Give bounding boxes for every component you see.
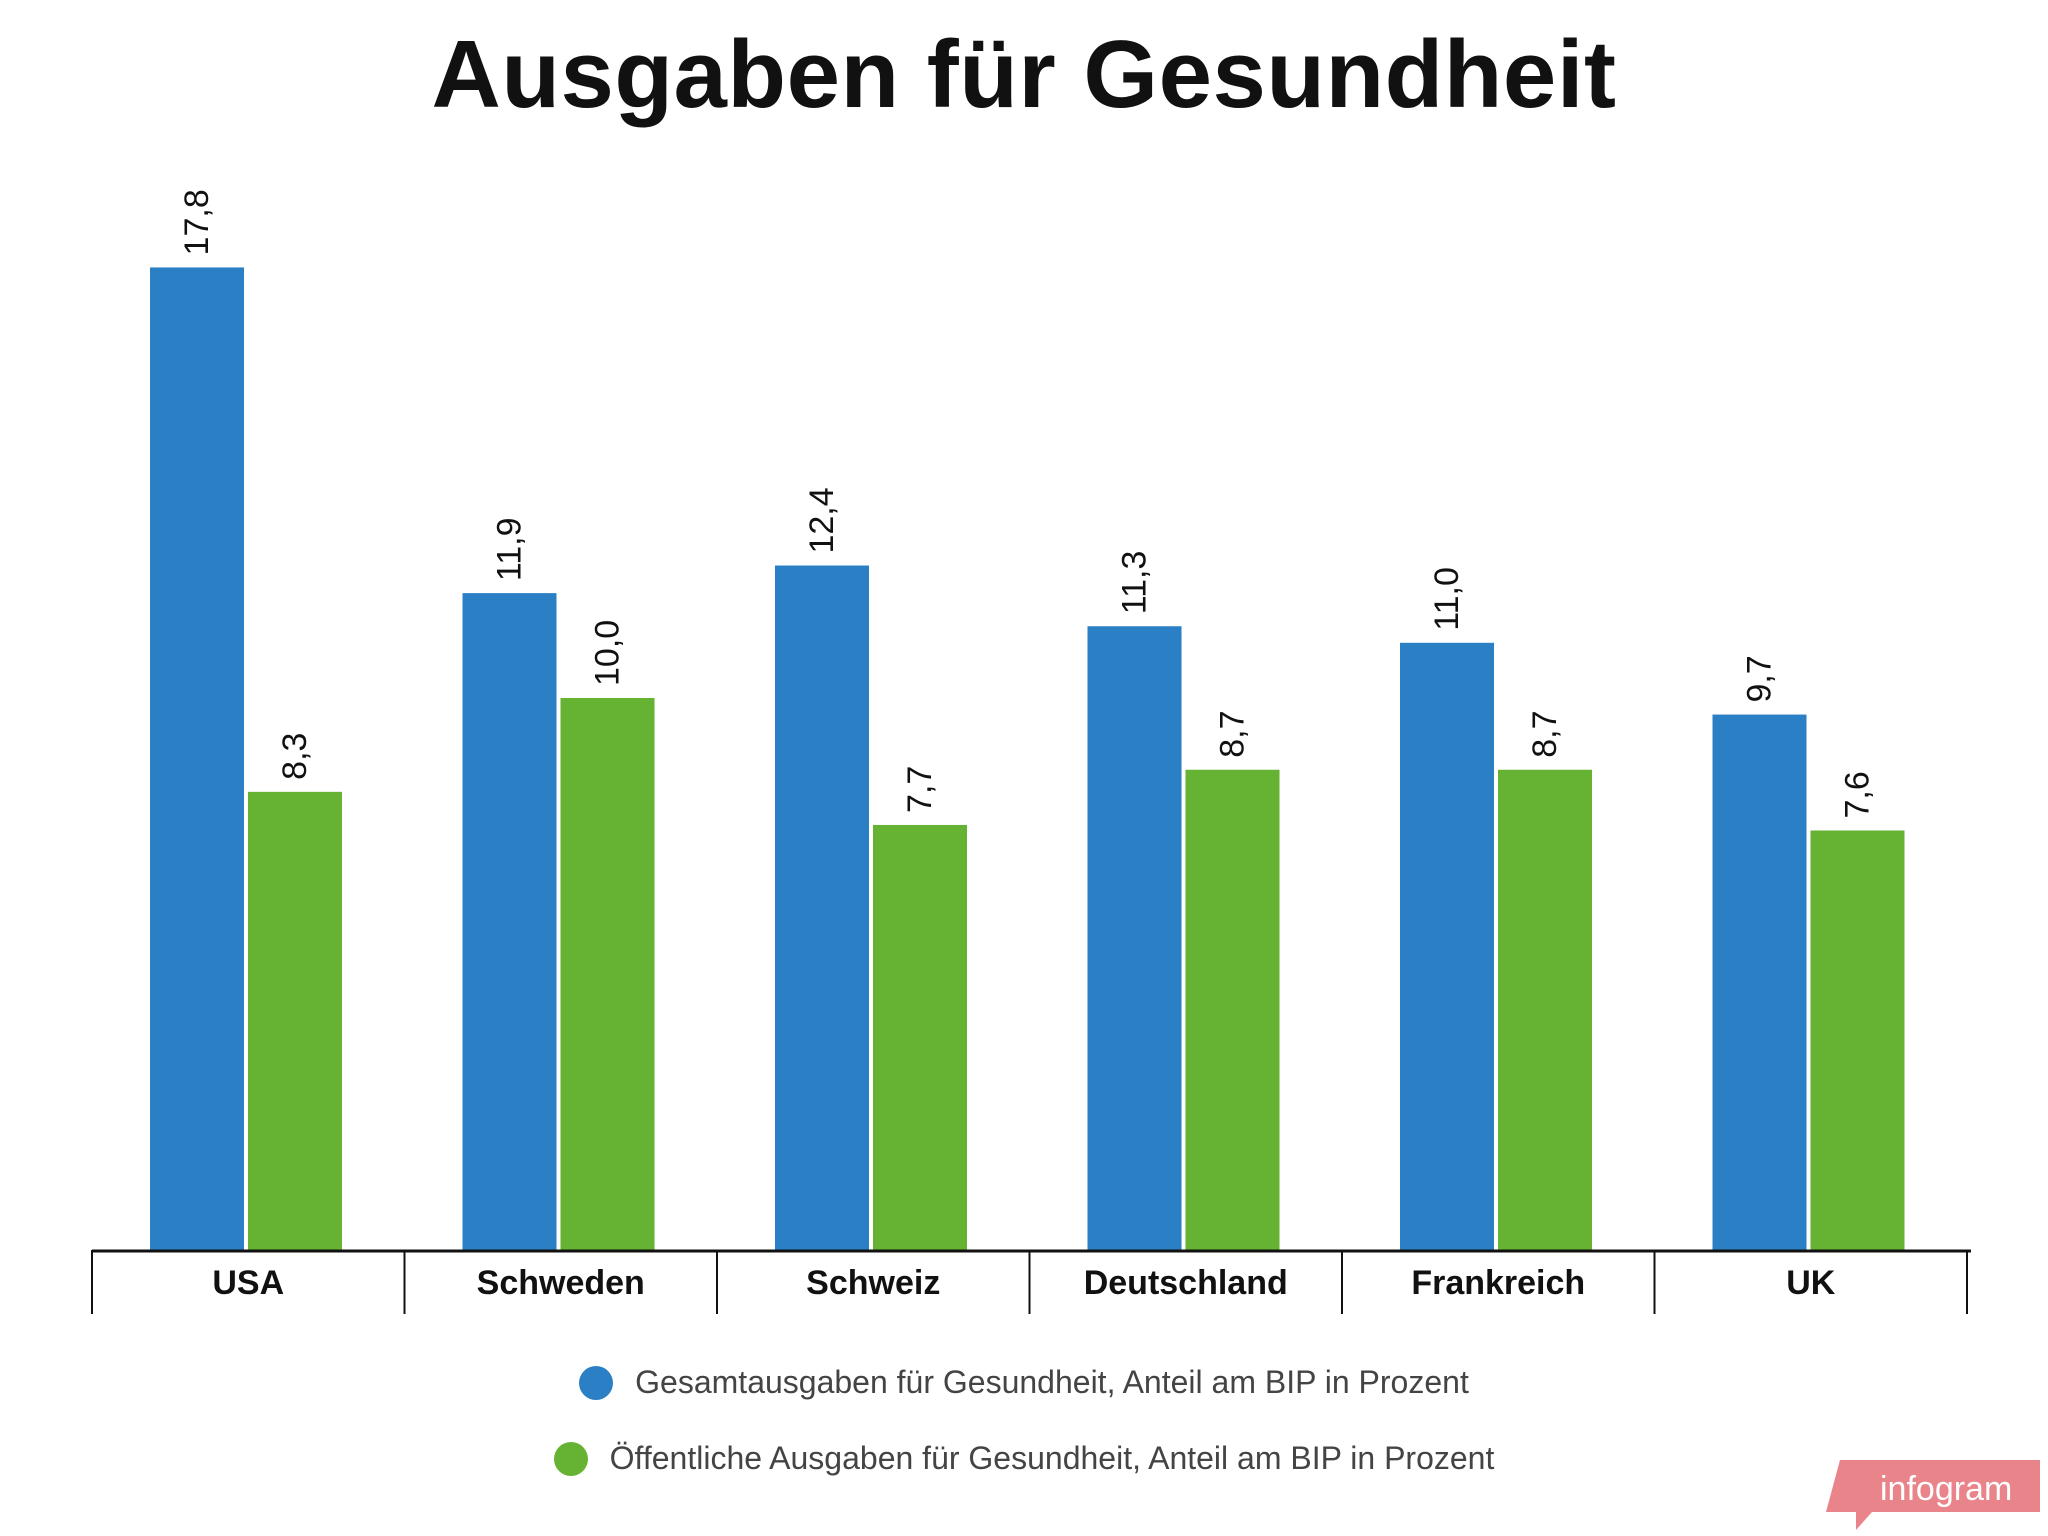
x-tick-label-schweiz: Schweiz [806,1264,940,1302]
bar-public-uk [1810,830,1905,1250]
legend-label-total: Gesamtausgaben für Gesundheit, Anteil am… [635,1364,1469,1400]
legend-total: Gesamtausgaben für Gesundheit, Anteil am… [0,1364,2048,1401]
legend-label-public: Öffentliche Ausgaben für Gesundheit, Ant… [609,1440,1495,1476]
data-label-public-schweden: 10,0 [589,620,627,686]
bar-total-schweden [462,593,557,1250]
data-label-total-schweiz: 12,4 [803,487,841,553]
data-label-total-schweden: 11,9 [491,517,529,581]
bar-public-schweden [560,698,655,1250]
data-label-public-frankreich: 8,7 [1526,710,1564,757]
bar-total-usa [150,267,244,1250]
x-tick-label-frankreich: Frankreich [1411,1264,1585,1302]
legend-swatch-public-icon [553,1441,588,1476]
data-label-total-frankreich: 11,0 [1428,567,1466,631]
data-label-public-deutschland: 8,7 [1214,710,1252,757]
x-tick-label-deutschland: Deutschland [1084,1264,1288,1302]
data-label-public-uk: 7,6 [1839,771,1877,818]
bar-public-frankreich [1498,769,1592,1250]
data-label-total-deutschland: 11,3 [1116,551,1154,615]
bar-total-deutschland [1087,626,1182,1250]
legend-public: Öffentliche Ausgaben für Gesundheit, Ant… [0,1440,2048,1477]
bar-total-schweiz [775,565,869,1250]
x-tick-label-uk: UK [1786,1264,1836,1302]
bar-public-schweiz [873,824,967,1250]
bar-public-deutschland [1185,769,1280,1250]
legend-swatch-total-icon [579,1365,614,1400]
x-tick-label-schweden: Schweden [477,1264,645,1302]
x-tick-label-usa: USA [212,1264,284,1302]
data-label-total-usa: 17,8 [178,189,216,255]
chart-title: Ausgaben für Gesundheit [431,21,1617,128]
data-label-public-usa: 8,3 [276,733,314,780]
bar-total-frankreich [1400,642,1494,1250]
data-label-total-uk: 9,7 [1741,655,1779,702]
bar-total-uk [1712,714,1807,1250]
infogram-badge-icon[interactable] [1826,1460,2040,1530]
data-label-public-schweiz: 7,7 [901,766,939,813]
infogram-badge-label[interactable]: infogram [1880,1470,2013,1508]
bar-public-usa [248,791,342,1250]
